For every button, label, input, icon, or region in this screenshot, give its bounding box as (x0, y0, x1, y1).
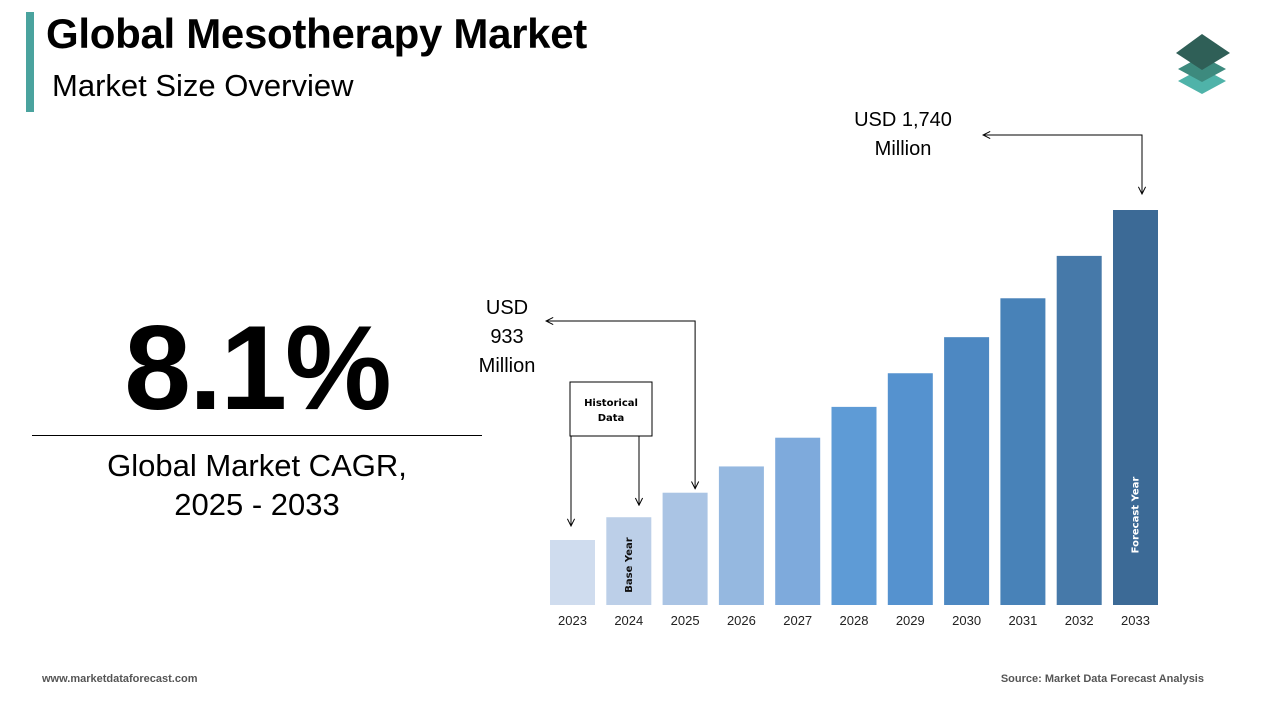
x-tick-label-2027: 2027 (783, 613, 812, 628)
x-tick-label-2026: 2026 (727, 613, 756, 628)
bar-2033 (1113, 210, 1158, 605)
page-title: Global Mesotherapy Market (46, 10, 587, 57)
value-2025-line1: USD (486, 297, 528, 319)
page-subtitle: Market Size Overview (52, 68, 354, 103)
cagr-label-line1: Global Market CAGR, (107, 448, 407, 483)
bar-2030 (944, 337, 990, 605)
bar-2026 (718, 466, 764, 605)
cagr-label: Global Market CAGR, 2025 - 2033 (32, 446, 482, 524)
value-2033-line1: USD 1,740 (854, 109, 952, 131)
arrow-2033-value (983, 135, 1142, 194)
bar-2027 (775, 437, 821, 605)
x-tick-label-2029: 2029 (896, 613, 925, 628)
bar-2031 (1000, 298, 1046, 605)
historical-data-line2: Data (598, 413, 625, 424)
market-size-bar-chart: 2023 2024 2025 2026 2027 2028 2029 2030 2031 2032… (479, 109, 1158, 628)
bar-2023 (550, 540, 595, 605)
bar-2032 (1056, 255, 1102, 605)
bar-2028 (831, 406, 877, 605)
x-tick-label-2030: 2030 (952, 613, 981, 628)
x-tick-label-2024: 2024 (614, 613, 643, 628)
bar-2029 (887, 373, 933, 605)
arrow-2025-value (546, 321, 695, 489)
footer-source: Source: Market Data Forecast Analysis (1000, 673, 1204, 685)
footer-website: www.marketdataforecast.com (42, 673, 198, 685)
historical-data-box (569, 381, 653, 437)
historical-data-line1: Historical (584, 398, 638, 409)
value-2025-line3: Million (479, 355, 536, 377)
x-tick-label-2025: 2025 (671, 613, 700, 628)
forecast-year-label: Forecast Year (1131, 477, 1142, 554)
value-2025-line2: 933 (490, 326, 523, 348)
value-2033-line2: Million (875, 138, 932, 160)
x-tick-label-2032: 2032 (1065, 613, 1094, 628)
x-tick-label-2023: 2023 (558, 613, 587, 628)
base-year-label: Base Year (624, 537, 635, 592)
x-tick-label-2031: 2031 (1008, 613, 1037, 628)
cagr-value: 8.1% (124, 301, 392, 435)
x-tick-label-2033: 2033 (1121, 613, 1150, 628)
cagr-divider (32, 435, 482, 436)
title-accent-bar (26, 12, 34, 112)
bar-2025 (662, 492, 708, 605)
layered-stack-icon (1176, 34, 1230, 94)
bar-2024 (606, 517, 652, 605)
x-tick-label-2028: 2028 (840, 613, 869, 628)
cagr-label-line2: 2025 - 2033 (174, 487, 340, 522)
